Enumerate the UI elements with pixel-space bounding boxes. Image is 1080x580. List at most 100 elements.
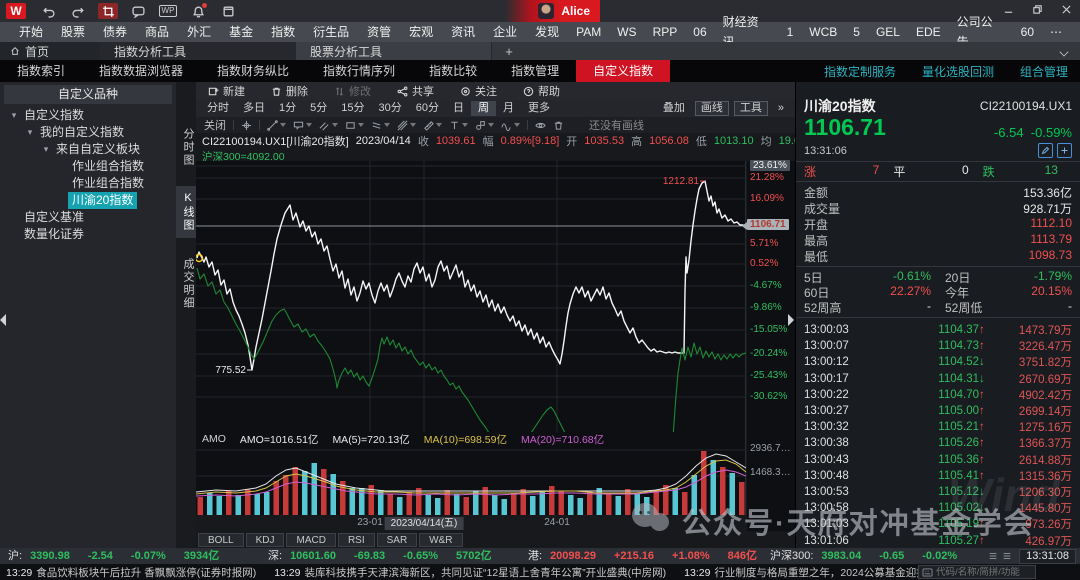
menu-item-宏观[interactable]: 宏观: [409, 25, 434, 39]
minimize-icon-button[interactable]: [1003, 4, 1014, 18]
tick-row[interactable]: 13:00:48 1105.41 ↑ 1315.36万: [804, 468, 1072, 484]
tick-row[interactable]: 13:00:32 1105.21 ↑ 1275.16万: [804, 419, 1072, 435]
period-周[interactable]: 周: [471, 101, 496, 116]
callout-icon-button[interactable]: [293, 120, 312, 131]
menu-item-基金[interactable]: 基金: [229, 25, 254, 39]
tick-row[interactable]: 13:00:17 1104.31 ↓ 2670.69万: [804, 371, 1072, 387]
close-icon-button[interactable]: [1061, 4, 1072, 18]
menu-item-开始[interactable]: 开始: [19, 25, 44, 39]
menu-right-item-RPP[interactable]: RPP: [652, 25, 678, 39]
pitchfork-icon-button[interactable]: [397, 120, 416, 131]
menu-right-item-1[interactable]: 1: [786, 25, 794, 39]
period-多日[interactable]: 多日: [243, 102, 265, 114]
measure-icon-button[interactable]: [423, 120, 442, 131]
link-组合管理[interactable]: 组合管理: [1019, 64, 1068, 79]
crop-icon-button[interactable]: [98, 3, 118, 19]
shapes-icon-button[interactable]: [475, 120, 494, 131]
period-5分[interactable]: 5分: [310, 102, 328, 114]
subtab-指数索引[interactable]: 指数索引: [17, 64, 66, 78]
link-量化选股回测[interactable]: 量化选股回测: [921, 64, 994, 79]
menu-item-指数[interactable]: 指数: [271, 25, 296, 39]
删除-button[interactable]: 删除: [271, 83, 308, 99]
画线-button[interactable]: 画线: [694, 101, 729, 116]
collapse-sidebar-handle[interactable]: [0, 314, 6, 326]
redo-icon-button[interactable]: [68, 3, 88, 19]
search-input[interactable]: [936, 566, 1032, 578]
bell-icon-button[interactable]: [188, 3, 208, 19]
indicator-tab-BOLL[interactable]: BOLL: [198, 532, 244, 547]
menu-item-股票[interactable]: 股票: [61, 25, 86, 39]
close-drawing-button[interactable]: 关闭: [204, 120, 226, 132]
tick-row[interactable]: 13:00:43 1105.36 ↑ 2614.88万: [804, 452, 1072, 468]
menu-item-发现[interactable]: 发现: [535, 25, 560, 39]
period-更多[interactable]: 更多: [528, 102, 550, 114]
subtab-自定义指数[interactable]: 自定义指数: [576, 60, 671, 82]
add-tab-button[interactable]: +: [505, 43, 513, 59]
main-chart-pane[interactable]: 1212.81 775.52: [196, 161, 746, 432]
tick-row[interactable]: 13:00:07 1104.73 ↑ 3226.47万: [804, 338, 1072, 354]
message-icon-button[interactable]: [128, 3, 148, 19]
channel-icon-button[interactable]: [319, 120, 338, 131]
tree-item-自定义基准[interactable]: 自定义基准: [0, 209, 176, 226]
关注-button[interactable]: 关注: [460, 83, 497, 99]
period-30分[interactable]: 30分: [378, 102, 402, 114]
window-icon-button[interactable]: [218, 3, 238, 19]
crosshair-icon-button[interactable]: [241, 120, 252, 131]
period-60分[interactable]: 60分: [415, 102, 439, 114]
tab-home[interactable]: 首页: [0, 42, 100, 60]
link-指数定制服务[interactable]: 指数定制服务: [823, 64, 896, 79]
news-item[interactable]: 13:29 装库科技携手天津滨海新区，共同见证“12星语上舍青年公寓”开业盛典(中…: [274, 565, 666, 580]
menu-item-债券[interactable]: 债券: [103, 25, 128, 39]
tick-row[interactable]: 13:00:12 1104.52 ↓ 3751.82万: [804, 354, 1072, 370]
menu-right-item-60[interactable]: 60: [1020, 25, 1034, 39]
indicator-tab-RSI[interactable]: RSI: [337, 532, 375, 547]
帮助-button[interactable]: 帮助: [523, 83, 560, 99]
tick-row[interactable]: 13:00:38 1105.26 ↑ 1366.37万: [804, 435, 1072, 451]
indicator-tab-W&R[interactable]: W&R: [419, 532, 463, 547]
view-tab-分时图[interactable]: 分时图: [182, 128, 194, 167]
user-band[interactable]: Alice: [505, 0, 600, 22]
status-list-icons[interactable]: [988, 551, 1012, 561]
menu-right-item-PAM[interactable]: PAM: [576, 25, 602, 39]
chevron-down-icon[interactable]: [1059, 47, 1069, 57]
menu-right-item-5[interactable]: 5: [853, 25, 860, 39]
menu-item-企业[interactable]: 企业: [493, 25, 518, 39]
subtab-指数比较[interactable]: 指数比较: [429, 64, 478, 78]
tree-expand-arrow[interactable]: ▾: [43, 144, 49, 154]
wave-icon-button[interactable]: [501, 120, 520, 131]
wp-icon-button[interactable]: WP: [158, 3, 178, 19]
menu-right-item-⋯[interactable]: ⋯: [1050, 25, 1062, 39]
tick-row[interactable]: 13:00:58 1105.02 ↓ 1445.80万: [804, 500, 1072, 516]
trash-icon-button[interactable]: [553, 120, 564, 131]
tick-row[interactable]: 13:01:06 1105.27 ↑ 426.97万: [804, 532, 1072, 548]
tick-row[interactable]: 13:00:22 1104.70 ↑ 4902.42万: [804, 387, 1072, 403]
tree-item-数量化证券[interactable]: 数量化证券: [0, 226, 176, 243]
add-icon-button[interactable]: [1057, 143, 1072, 158]
menu-right-item-WS[interactable]: WS: [617, 25, 637, 39]
undo-icon-button[interactable]: [38, 3, 58, 19]
edit-icon-button[interactable]: [1038, 143, 1053, 158]
subtab-指数财务纵比[interactable]: 指数财务纵比: [217, 64, 290, 78]
period-15分[interactable]: 15分: [341, 102, 365, 114]
工具-button[interactable]: 工具: [733, 101, 768, 116]
tree-item-作业组合指数[interactable]: 作业组合指数: [0, 175, 176, 192]
menu-right-item-06[interactable]: 06: [693, 25, 707, 39]
tree-item-来自自定义板块[interactable]: ▾ 来自自定义板块: [0, 141, 176, 158]
»-button[interactable]: »: [777, 102, 784, 114]
subtab-指数管理[interactable]: 指数管理: [511, 64, 560, 78]
subtab-指数行情序列[interactable]: 指数行情序列: [323, 64, 396, 78]
indicator-tab-KDJ[interactable]: KDJ: [245, 532, 285, 547]
tree-item-自定义指数[interactable]: ▾ 自定义指数: [0, 107, 176, 124]
text-icon-button[interactable]: [449, 120, 468, 131]
tree-expand-arrow[interactable]: ▾: [27, 127, 33, 137]
menu-right-item-GEL[interactable]: GEL: [875, 25, 900, 39]
view-tab-成交明细[interactable]: 成交明细: [182, 258, 194, 310]
period-月[interactable]: 月: [503, 102, 514, 114]
eye-icon-button[interactable]: [535, 120, 546, 131]
restore-icon-button[interactable]: [1032, 4, 1043, 18]
period-分时[interactable]: 分时: [207, 102, 229, 114]
tree-expand-arrow[interactable]: ▾: [11, 110, 17, 120]
tick-row[interactable]: 13:00:27 1105.00 ↑ 2699.14万: [804, 403, 1072, 419]
app-logo-icon[interactable]: W: [6, 3, 26, 19]
menu-item-资管[interactable]: 资管: [367, 25, 392, 39]
